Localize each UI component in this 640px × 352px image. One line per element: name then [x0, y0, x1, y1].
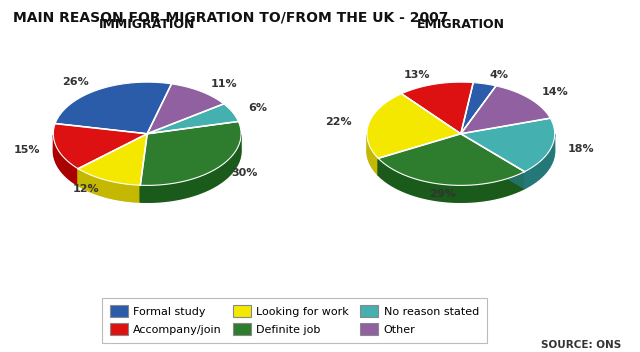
Text: 4%: 4%: [489, 70, 508, 80]
Ellipse shape: [367, 99, 555, 202]
Polygon shape: [461, 118, 555, 172]
Polygon shape: [378, 134, 461, 175]
Polygon shape: [147, 104, 238, 134]
Text: 11%: 11%: [211, 79, 237, 89]
Text: 14%: 14%: [542, 87, 569, 98]
Polygon shape: [525, 134, 555, 189]
Title: IMMIGRATION: IMMIGRATION: [99, 18, 195, 31]
Text: 22%: 22%: [326, 117, 352, 127]
Polygon shape: [78, 169, 140, 202]
Polygon shape: [78, 134, 147, 186]
Polygon shape: [461, 86, 550, 134]
Polygon shape: [461, 83, 496, 134]
Text: 6%: 6%: [248, 103, 267, 113]
Polygon shape: [53, 124, 147, 169]
Polygon shape: [140, 134, 147, 202]
Polygon shape: [78, 134, 147, 185]
Polygon shape: [367, 135, 378, 175]
Ellipse shape: [53, 99, 241, 202]
Text: 15%: 15%: [14, 145, 40, 155]
Polygon shape: [367, 94, 461, 158]
Polygon shape: [461, 134, 525, 189]
Text: 12%: 12%: [72, 184, 99, 194]
Polygon shape: [461, 134, 525, 189]
Polygon shape: [55, 82, 172, 134]
Text: 26%: 26%: [62, 77, 89, 87]
Title: EMIGRATION: EMIGRATION: [417, 18, 505, 31]
Text: SOURCE: ONS: SOURCE: ONS: [541, 340, 621, 350]
Text: 13%: 13%: [404, 70, 431, 80]
Polygon shape: [378, 158, 525, 202]
Polygon shape: [378, 134, 525, 186]
Legend: Formal study, Accompany/join, Looking for work, Definite job, No reason stated, : Formal study, Accompany/join, Looking fo…: [102, 297, 486, 343]
Polygon shape: [53, 135, 78, 186]
Polygon shape: [378, 134, 461, 175]
Polygon shape: [78, 134, 147, 186]
Polygon shape: [140, 121, 241, 186]
Polygon shape: [401, 82, 473, 134]
Text: MAIN REASON FOR MIGRATION TO/FROM THE UK - 2007: MAIN REASON FOR MIGRATION TO/FROM THE UK…: [13, 11, 448, 25]
Text: 29%: 29%: [429, 189, 456, 199]
Text: 30%: 30%: [232, 168, 258, 178]
Polygon shape: [140, 135, 241, 202]
Text: 18%: 18%: [568, 144, 595, 154]
Polygon shape: [140, 134, 147, 202]
Polygon shape: [147, 84, 224, 134]
